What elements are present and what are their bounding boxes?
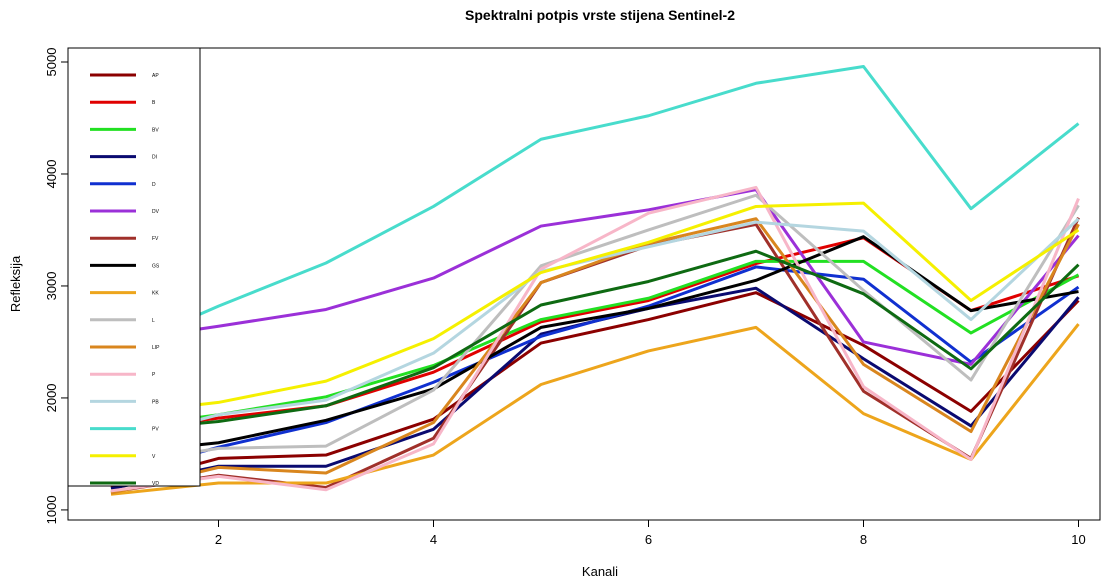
- y-tick-label: 1000: [44, 495, 59, 524]
- legend-label: VD: [152, 481, 159, 487]
- x-tick-label: 8: [860, 532, 867, 547]
- lines: [110, 64, 1080, 496]
- series-line: [110, 188, 1080, 366]
- x-tick-label: 6: [645, 532, 652, 547]
- legend-label: D: [152, 182, 156, 188]
- legend-label: DI: [152, 155, 157, 161]
- legend-label: PB: [152, 399, 159, 405]
- y-tick-label: 3000: [44, 271, 59, 300]
- series-line: [110, 235, 1079, 456]
- series-line: [110, 265, 1080, 478]
- legend-label: B: [152, 100, 156, 106]
- series-line: [110, 193, 1080, 467]
- legend: AP B BV DI D DV FV GS KK L LIP P PB PV V VD: [67, 47, 201, 487]
- series-line: [110, 185, 1080, 493]
- legend-label: L: [152, 318, 155, 324]
- legend-label: DV: [152, 209, 160, 215]
- y-axis-title: Refleksija: [8, 255, 23, 312]
- legend-label: GS: [152, 263, 160, 269]
- chart-title: Spektralni potpis vrste stijena Sentinel…: [465, 7, 735, 23]
- legend-label: FV: [152, 236, 159, 242]
- legend-label: LIP: [152, 345, 160, 351]
- legend-label: P: [152, 372, 156, 378]
- legend-label: BV: [152, 127, 159, 133]
- series-line: [110, 217, 1080, 445]
- y-tick-label: 5000: [44, 48, 59, 77]
- x-tick-label: 4: [430, 532, 437, 547]
- x-axis-title: Kanali: [582, 564, 618, 579]
- legend-label: AP: [152, 73, 159, 79]
- legend-label: V: [152, 454, 156, 460]
- series-line: [110, 249, 1080, 434]
- y-tick-label: 2000: [44, 383, 59, 412]
- series-line: [110, 64, 1080, 355]
- series-line: [110, 259, 1080, 431]
- legend-box: [67, 47, 201, 487]
- series-line: [110, 217, 1080, 495]
- series-line: [110, 291, 1080, 489]
- x-tick-label: 10: [1071, 532, 1085, 547]
- series-line: [110, 201, 1080, 417]
- legend-label: KK: [152, 291, 159, 297]
- legend-label: PV: [152, 427, 159, 433]
- x-tick-label: 2: [215, 532, 222, 547]
- y-tick-label: 4000: [44, 160, 59, 189]
